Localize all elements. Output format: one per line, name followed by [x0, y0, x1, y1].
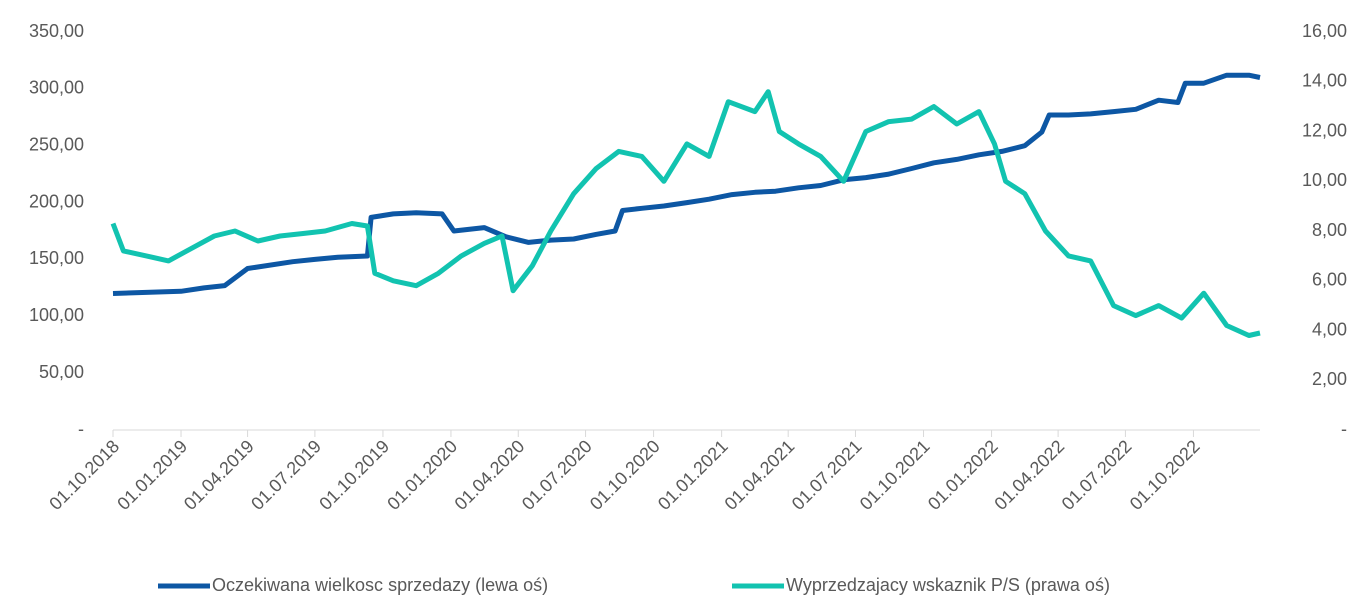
y-tick-label: 250,00 — [29, 134, 84, 154]
y2-tick-label: 12,00 — [1302, 120, 1347, 140]
x-tick-label: 01.10.2018 — [45, 436, 123, 514]
y2-tick-label: 6,00 — [1312, 270, 1347, 290]
x-tick-label: 01.10.2020 — [586, 436, 664, 514]
series-line — [110, 89, 1261, 338]
y2-tick-label: 4,00 — [1312, 319, 1347, 339]
y2-tick-label: - — [1341, 419, 1347, 439]
legend-label: Wyprzedzajacy wskaznik P/S (prawa oś) — [786, 575, 1110, 595]
y-tick-label: 300,00 — [29, 78, 84, 98]
y-tick-label: 100,00 — [29, 305, 84, 325]
y2-tick-label: 14,00 — [1302, 71, 1347, 91]
x-tick-label: 01.01.2022 — [924, 436, 1002, 514]
y-tick-label: 150,00 — [29, 248, 84, 268]
x-tick-label: 01.01.2020 — [383, 436, 461, 514]
x-tick-label: 01.04.2021 — [721, 436, 799, 514]
x-tick-label: 01.07.2019 — [247, 436, 325, 514]
legend-label: Oczekiwana wielkosc sprzedazy (lewa oś) — [212, 575, 548, 595]
y2-tick-label: 2,00 — [1312, 369, 1347, 389]
x-tick-label: 01.10.2021 — [856, 436, 934, 514]
y-tick-label: 200,00 — [29, 191, 84, 211]
y2-tick-label: 10,00 — [1302, 170, 1347, 190]
y2-tick-label: 16,00 — [1302, 21, 1347, 41]
x-tick-label: 01.10.2022 — [1126, 436, 1204, 514]
x-tick-label: 01.07.2021 — [788, 436, 866, 514]
x-tick-label: 01.10.2019 — [315, 436, 393, 514]
x-tick-label: 01.01.2019 — [113, 436, 191, 514]
x-tick-label: 01.07.2020 — [518, 436, 596, 514]
x-tick-label: 01.04.2019 — [180, 436, 258, 514]
x-tick-label: 01.04.2022 — [990, 436, 1068, 514]
y2-tick-label: 8,00 — [1312, 220, 1347, 240]
x-tick-label: 01.07.2022 — [1058, 436, 1136, 514]
y-tick-label: - — [78, 419, 84, 439]
y-tick-label: 50,00 — [39, 362, 84, 382]
x-tick-label: 01.04.2020 — [451, 436, 529, 514]
x-tick-label: 01.01.2021 — [654, 436, 732, 514]
y-tick-label: 350,00 — [29, 21, 84, 41]
